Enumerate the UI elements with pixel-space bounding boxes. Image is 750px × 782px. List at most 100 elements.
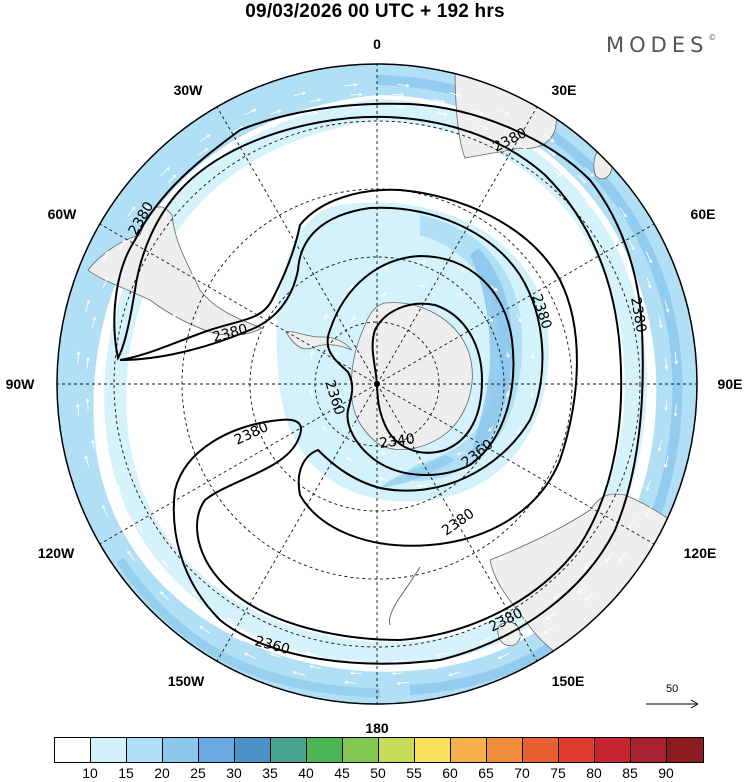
wind-arrow: [584, 560, 592, 570]
legend-swatch: [451, 738, 487, 762]
wind-arrow: [459, 577, 468, 582]
meridian-line: [376, 383, 655, 545]
wind-arrow: [343, 680, 357, 685]
wind-arrow: [97, 399, 102, 411]
wind-arrow: [530, 350, 535, 360]
wind-arrow: [546, 148, 556, 156]
wind-arrow: [196, 317, 200, 325]
wind-arrow: [584, 591, 594, 602]
wind-arrow: [141, 205, 149, 215]
legend-swatch: [235, 738, 271, 762]
map-title: 09/03/2026 00 UTC + 192 hrs: [245, 1, 505, 22]
wind-arrow: [350, 316, 356, 322]
wind-arrow: [396, 681, 410, 686]
contour-2360: [326, 254, 515, 477]
wind-arrow: [436, 112, 448, 117]
wind-arrow: [543, 134, 555, 143]
wind-arrow: [117, 484, 123, 496]
legend-swatch: [523, 738, 559, 762]
wind-arrow: [651, 400, 656, 412]
wind-arrow: [618, 206, 627, 218]
wind-arrow: [393, 571, 402, 575]
wind-arrow: [664, 399, 668, 412]
new-zealand-land: [389, 566, 421, 626]
wind-arrow: [293, 91, 306, 97]
label-60w: 60W: [48, 206, 78, 222]
wind-arrow: [559, 273, 565, 282]
wind-arrow: [226, 617, 237, 624]
wind-arrow: [645, 314, 650, 325]
wind-arrow: [85, 398, 90, 411]
wind-arrow: [243, 652, 256, 659]
wind-arrow: [418, 260, 427, 264]
legend-swatch: [667, 738, 703, 762]
wind-arrow: [516, 314, 522, 323]
wind-arrow: [543, 625, 555, 634]
wind-arrow: [499, 208, 507, 214]
wind-arrow: [379, 266, 389, 271]
wind-arrow: [84, 455, 90, 468]
legend-tick-label: 40: [298, 765, 314, 781]
wind-arrow: [673, 404, 678, 418]
wind-arrow: [392, 93, 405, 97]
wind-arrow: [478, 124, 489, 130]
legend-swatch: [595, 738, 631, 762]
wind-arrow: [309, 664, 321, 669]
wind-arrow: [199, 625, 211, 634]
wind-arrow: [397, 83, 411, 88]
wind-arrow: [76, 350, 81, 364]
wind-arrow: [310, 349, 314, 359]
wind-arrow: [189, 486, 195, 495]
wind-arrow: [327, 591, 337, 595]
contour-outer-2380: [113, 102, 644, 665]
wind-arrow: [577, 174, 587, 184]
wind-arrow: [645, 480, 652, 492]
wind-arrow: [554, 443, 558, 451]
wind-arrow: [418, 460, 425, 464]
wind-arrow: [309, 388, 314, 398]
wind-arrow: [631, 485, 637, 496]
wind-arrow: [417, 173, 427, 177]
map-border: [56, 63, 698, 705]
legend-tick-label: 70: [514, 765, 530, 781]
wind-arrow: [472, 653, 484, 659]
label-0: 0: [373, 36, 381, 52]
wind-arrow: [171, 445, 176, 455]
wind-arrow: [98, 356, 103, 368]
label-90w: 90W: [6, 376, 36, 392]
wind-arrow: [307, 111, 318, 116]
wind-arrow: [545, 612, 556, 621]
wind-arrow: [552, 591, 562, 600]
wind-arrow: [417, 484, 426, 488]
wind-arrow: [628, 239, 635, 251]
wind-arrow: [136, 524, 143, 534]
wind-arrow: [618, 550, 627, 562]
wind-arrow: [532, 523, 540, 531]
wind-arrow: [474, 542, 482, 548]
wind-arrow: [535, 279, 541, 287]
wind-reference-value: 50: [666, 683, 679, 695]
wind-arrow: [346, 284, 354, 292]
legend-swatch: [631, 738, 667, 762]
wind-arrow: [372, 596, 381, 600]
legend-tick-label: 85: [622, 765, 638, 781]
wind-arrow: [306, 651, 318, 656]
wind-arrow: [530, 389, 534, 399]
wind-arrow: [488, 426, 494, 432]
wind-arrow: [508, 246, 515, 253]
wind-arrow: [140, 552, 149, 563]
wind-arrow: [436, 203, 444, 207]
wind-arrow: [191, 591, 201, 599]
wind-arrow: [127, 550, 136, 562]
legend-tick-label: 60: [442, 765, 458, 781]
wind-arrow: [517, 618, 527, 625]
wind-arrow: [611, 234, 618, 244]
meridian-line: [216, 106, 378, 385]
wind-arrow: [578, 313, 583, 323]
brand-mark: ©: [708, 33, 717, 42]
wind-arrow: [473, 109, 485, 116]
wind-arrow: [497, 652, 510, 660]
wind-arrow: [346, 456, 354, 463]
wind-arrow: [535, 481, 541, 489]
brand-logo: MODES©: [606, 33, 716, 57]
